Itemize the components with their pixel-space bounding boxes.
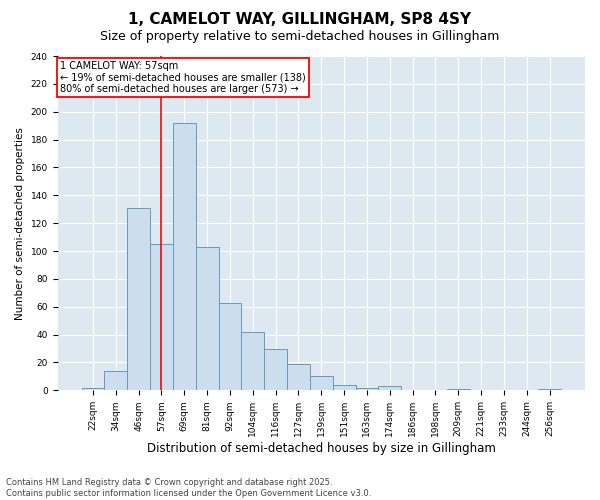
Text: 1, CAMELOT WAY, GILLINGHAM, SP8 4SY: 1, CAMELOT WAY, GILLINGHAM, SP8 4SY [128,12,472,28]
Bar [127,208,150,390]
X-axis label: Distribution of semi-detached houses by size in Gillingham: Distribution of semi-detached houses by … [147,442,496,455]
Bar [287,364,310,390]
Bar [104,371,127,390]
Y-axis label: Number of semi-detached properties: Number of semi-detached properties [15,126,25,320]
Bar [379,386,401,390]
Bar [173,123,196,390]
Bar [241,332,264,390]
Text: 1 CAMELOT WAY: 57sqm
← 19% of semi-detached houses are smaller (138)
80% of semi: 1 CAMELOT WAY: 57sqm ← 19% of semi-detac… [60,61,306,94]
Bar [310,376,332,390]
Text: Size of property relative to semi-detached houses in Gillingham: Size of property relative to semi-detach… [100,30,500,43]
Bar [218,302,241,390]
Text: Contains HM Land Registry data © Crown copyright and database right 2025.
Contai: Contains HM Land Registry data © Crown c… [6,478,371,498]
Bar [332,385,356,390]
Bar [264,348,287,391]
Bar [82,388,104,390]
Bar [538,389,561,390]
Bar [196,247,218,390]
Bar [150,244,173,390]
Bar [447,389,470,390]
Bar [356,388,379,390]
